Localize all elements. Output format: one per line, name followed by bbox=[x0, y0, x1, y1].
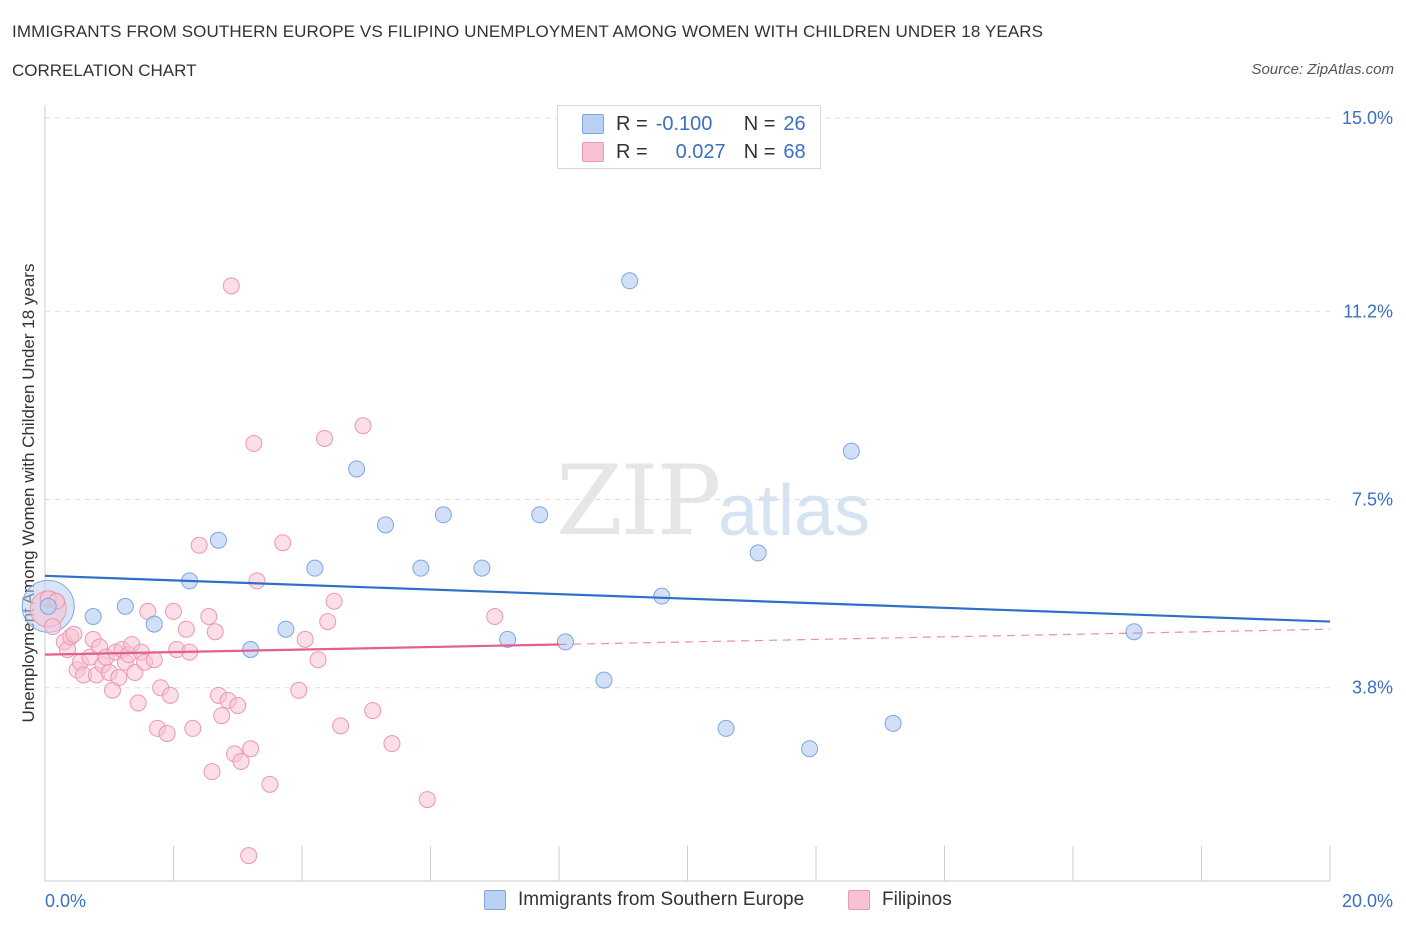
y-tick-label: 3.8% bbox=[1352, 678, 1393, 698]
legend-n-label: N = bbox=[743, 140, 776, 163]
legend-n-value: 68 bbox=[783, 140, 806, 163]
point-filipinos bbox=[222, 277, 240, 295]
point-immigrants bbox=[842, 442, 860, 460]
series-legend-label: Filipinos bbox=[882, 889, 952, 910]
series-legend-label: Immigrants from Southern Europe bbox=[518, 889, 805, 910]
point-filipinos bbox=[418, 791, 436, 809]
point-immigrants bbox=[473, 559, 491, 577]
point-filipinos bbox=[44, 618, 62, 636]
y-tick-label: 15.0% bbox=[1342, 108, 1393, 128]
point-immigrants bbox=[499, 630, 517, 648]
point-immigrants bbox=[801, 740, 819, 758]
point-filipinos bbox=[165, 602, 182, 620]
point-filipinos bbox=[203, 763, 221, 781]
series-swatch-pink bbox=[848, 890, 870, 910]
x-tick-label: 20.0% bbox=[1342, 891, 1393, 911]
point-filipinos bbox=[206, 623, 224, 641]
point-immigrants bbox=[749, 544, 767, 562]
point-filipinos bbox=[213, 707, 231, 725]
trendline-immigrants bbox=[44, 574, 1331, 623]
point-immigrants bbox=[556, 633, 574, 651]
legend-n-label: N = bbox=[743, 112, 776, 135]
chart-title: IMMIGRANTS FROM SOUTHERN EUROPE VS FILIP… bbox=[12, 22, 1044, 41]
point-immigrants bbox=[884, 714, 902, 732]
point-filipinos bbox=[200, 607, 218, 625]
point-filipinos bbox=[261, 775, 279, 793]
point-filipinos bbox=[274, 534, 292, 552]
point-filipinos bbox=[309, 651, 327, 669]
y-tick-label: 7.5% bbox=[1352, 490, 1393, 510]
point-filipinos bbox=[177, 620, 195, 638]
point-filipinos bbox=[65, 625, 83, 643]
point-immigrants bbox=[717, 719, 735, 737]
point-immigrants bbox=[412, 559, 430, 577]
point-filipinos bbox=[145, 651, 163, 669]
trendline-filipinos bbox=[44, 643, 560, 656]
point-immigrants bbox=[145, 615, 163, 633]
point-filipinos bbox=[315, 429, 333, 447]
x-tick-label: 0.0% bbox=[45, 891, 86, 911]
source-label: Source: ZipAtlas.com bbox=[1251, 61, 1394, 78]
point-immigrants bbox=[531, 506, 549, 524]
point-immigrants bbox=[306, 559, 324, 577]
point-filipinos bbox=[161, 686, 179, 704]
point-immigrants bbox=[39, 597, 57, 615]
point-filipinos bbox=[383, 735, 401, 753]
point-immigrants bbox=[595, 671, 613, 689]
legend-n-value: 26 bbox=[783, 112, 806, 135]
legend-swatch-blue bbox=[582, 114, 604, 134]
legend-row-filipinos: R = 0.027 N = 68 bbox=[582, 140, 806, 164]
point-immigrants bbox=[209, 531, 227, 549]
point-immigrants bbox=[653, 587, 671, 605]
point-filipinos bbox=[245, 435, 263, 453]
point-filipinos bbox=[248, 572, 266, 590]
y-tick-label: 11.2% bbox=[1343, 301, 1393, 321]
point-immigrants bbox=[348, 460, 366, 478]
point-immigrants bbox=[621, 272, 639, 290]
point-filipinos bbox=[158, 724, 176, 742]
legend-r-value: 0.027 bbox=[675, 140, 726, 163]
point-filipinos bbox=[240, 847, 258, 865]
point-filipinos bbox=[184, 719, 202, 737]
point-immigrants bbox=[116, 597, 134, 615]
point-immigrants bbox=[84, 607, 102, 625]
correlation-legend: R = -0.100 N = 26 R = 0.027 N = 68 bbox=[557, 105, 821, 169]
legend-swatch-pink bbox=[582, 142, 604, 162]
series-legend: Immigrants from Southern Europe Filipino… bbox=[0, 889, 1406, 915]
point-filipinos bbox=[332, 717, 350, 735]
point-filipinos bbox=[319, 613, 337, 631]
point-filipinos bbox=[110, 669, 128, 687]
point-filipinos bbox=[486, 607, 504, 625]
point-filipinos bbox=[290, 681, 308, 699]
trendline-filipinos-extension bbox=[558, 628, 1331, 646]
watermark-zip: ZIP bbox=[556, 445, 721, 557]
point-immigrants bbox=[434, 506, 452, 524]
point-immigrants bbox=[377, 516, 395, 534]
point-filipinos bbox=[325, 592, 343, 610]
point-filipinos bbox=[229, 697, 247, 715]
point-filipinos bbox=[364, 702, 382, 720]
point-filipinos bbox=[190, 536, 208, 554]
chart-subtitle: CORRELATION CHART bbox=[12, 61, 197, 80]
point-filipinos bbox=[296, 630, 314, 648]
point-filipinos bbox=[354, 417, 372, 435]
legend-r-label: R = bbox=[616, 112, 648, 135]
y-axis-label: Unemployment Among Women with Children U… bbox=[19, 264, 38, 723]
point-immigrants bbox=[277, 620, 295, 638]
point-immigrants bbox=[1125, 623, 1143, 641]
point-filipinos bbox=[129, 694, 147, 712]
series-legend-filipinos: Filipinos bbox=[848, 889, 952, 911]
legend-r-label: R = bbox=[616, 140, 648, 163]
series-swatch-blue bbox=[484, 890, 506, 910]
legend-r-value: -0.100 bbox=[655, 112, 713, 135]
legend-row-immigrants: R = -0.100 N = 26 bbox=[582, 112, 806, 136]
point-filipinos bbox=[232, 752, 250, 770]
watermark-atlas: atlas bbox=[718, 471, 871, 551]
point-filipinos bbox=[242, 740, 260, 758]
series-legend-immigrants: Immigrants from Southern Europe bbox=[484, 889, 804, 911]
